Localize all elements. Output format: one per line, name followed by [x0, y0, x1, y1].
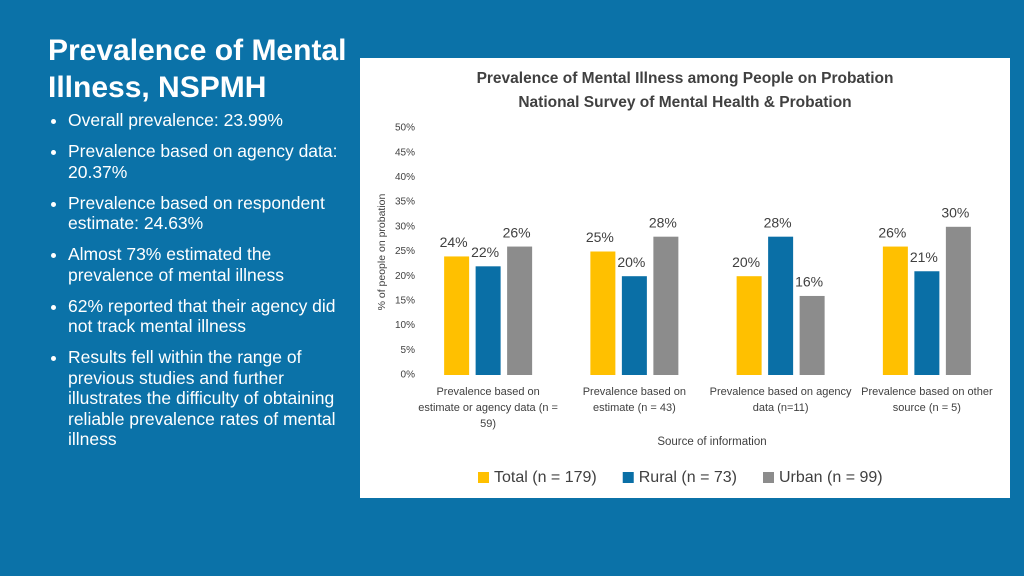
data-label: 28% [764, 214, 792, 230]
legend-swatch [622, 472, 634, 483]
text-panel: Prevalence of Mental Illness, NSPMH Over… [48, 32, 348, 460]
bullet: Almost 73% estimated the prevalence of m… [68, 244, 348, 285]
data-label: 28% [649, 214, 677, 230]
bullet: Prevalence based on agency data: 20.37% [68, 141, 348, 182]
bar [882, 246, 908, 375]
x-tick-label-box: Prevalence based on other source (n = 5) [861, 386, 993, 414]
bar [621, 276, 647, 375]
bar [736, 276, 762, 375]
legend-swatch [478, 472, 489, 483]
data-label: 26% [878, 224, 906, 240]
data-label: 20% [617, 254, 645, 270]
data-label: 22% [471, 244, 499, 260]
y-tick-label: 40% [395, 172, 415, 183]
y-axis-label: % of people on probation [376, 193, 388, 310]
data-label: 30% [941, 205, 969, 221]
x-tick-label-box: Prevalence based on agency data (n=11) [709, 386, 852, 414]
y-tick-label: 25% [395, 246, 415, 257]
bar [653, 236, 679, 375]
x-tick-label-box: Prevalence based on estimate (n = 43) [582, 386, 687, 414]
data-label: 21% [910, 249, 938, 265]
bullet: 62% reported that their agency did not t… [68, 296, 348, 337]
y-tick-label: 45% [395, 147, 415, 158]
bar [590, 251, 616, 375]
bar [799, 295, 825, 375]
slide-title: Prevalence of Mental Illness, NSPMH [48, 34, 347, 104]
bar [768, 236, 794, 375]
legend-label: Rural (n = 73) [639, 469, 737, 486]
legend-label: Urban (n = 99) [779, 469, 883, 486]
bar [507, 246, 533, 375]
x-tick-label: Prevalence based on other source (n = 5) [861, 386, 993, 414]
data-label: 25% [586, 229, 614, 245]
legend-label: Total (n = 179) [494, 469, 597, 486]
legend-swatch [763, 472, 774, 483]
bar [914, 271, 940, 375]
data-label: 24% [440, 234, 468, 250]
x-tick-label: Prevalence based on estimate (n = 43) [582, 386, 687, 414]
bullet: Overall prevalence: 23.99% [68, 110, 348, 131]
bar [475, 266, 501, 375]
y-tick-label: 30% [395, 221, 415, 232]
y-tick-label: 15% [395, 296, 415, 307]
data-label: 26% [503, 224, 531, 240]
y-tick-label: 0% [401, 370, 416, 381]
bar [945, 226, 971, 375]
data-label: 20% [732, 254, 760, 270]
y-tick-label: 35% [395, 197, 415, 208]
x-axis-label: Source of information [657, 436, 766, 448]
x-tick-label: Prevalence based on agency data (n=11) [709, 386, 852, 414]
x-tick-label-box: Prevalence based on estimate or agency d… [418, 386, 558, 430]
chart-title: Prevalence of Mental Illness among Peopl… [477, 70, 894, 87]
y-tick-label: 50% [395, 123, 415, 134]
y-tick-label: 10% [395, 320, 415, 331]
chart-subtitle: National Survey of Mental Health & Proba… [518, 94, 851, 111]
y-tick-label: 5% [401, 345, 416, 356]
bar [444, 256, 470, 375]
bullet-list: Overall prevalence: 23.99% Prevalence bas… [48, 110, 348, 450]
data-label: 16% [795, 274, 823, 290]
y-tick-label: 20% [395, 271, 415, 282]
bullet: Results fell within the range of previou… [68, 347, 348, 450]
x-tick-label: Prevalence based on estimate or agency d… [418, 386, 558, 430]
bullet: Prevalence based on respondent estimate:… [68, 193, 348, 234]
